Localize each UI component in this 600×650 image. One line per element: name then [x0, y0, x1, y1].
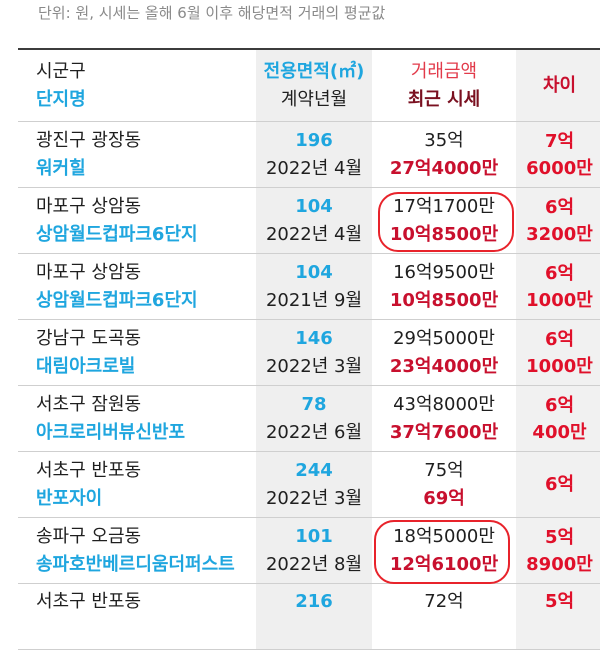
diff-1: 6억 — [544, 196, 575, 218]
complex-name: 상암월드컵파크6단지 — [36, 289, 198, 311]
district: 광진구 광장동 — [36, 129, 142, 151]
header-diff: 차이 — [516, 50, 600, 121]
diff-2: 1000만 — [526, 355, 593, 377]
header-area-contract: 전용면적(㎡) 계약년월 — [256, 50, 372, 121]
diff-2: 8900만 — [526, 553, 593, 575]
deal-price: 16억9500만 — [393, 261, 495, 283]
header-price: 거래금액 — [410, 60, 478, 82]
contract-date: 2021년 9월 — [265, 289, 363, 311]
deal-price: 35억 — [424, 129, 464, 151]
deal-price: 18억5000만 — [393, 525, 495, 547]
header-price-recent: 거래금액 최근 시세 — [372, 50, 516, 121]
table-row: 마포구 상암동 상암월드컵파크6단지 104 2021년 9월 16억9500만… — [18, 254, 600, 320]
diff-2: 1000만 — [526, 289, 593, 311]
contract-date: 2022년 3월 — [265, 355, 363, 377]
diff-1: 6억 — [544, 262, 575, 284]
table-row: 서초구 반포동 반포자이 244 2022년 3월 75억 69억 6억 — [18, 452, 600, 518]
diff-1: 5억 — [544, 526, 575, 548]
recent-price: 69억 — [423, 487, 465, 509]
complex-name: 대림아크로빌 — [36, 355, 136, 377]
header-contract: 계약년월 — [280, 88, 348, 110]
area: 196 — [295, 129, 333, 151]
header-complex: 단지명 — [36, 88, 86, 110]
area: 101 — [295, 525, 333, 547]
deal-price: 75억 — [424, 459, 464, 481]
header-diff-label: 차이 — [542, 74, 577, 96]
contract-date: 2022년 4월 — [265, 223, 363, 245]
district: 강남구 도곡동 — [36, 327, 142, 349]
recent-price: 10억8500만 — [389, 289, 499, 311]
table-row: 마포구 상암동 상암월드컵파크6단지 104 2022년 4월 17억1700만… — [18, 188, 600, 254]
diff-1: 6억 — [544, 474, 575, 495]
diff-1: 5억 — [544, 591, 575, 612]
table-row: 강남구 도곡동 대림아크로빌 146 2022년 3월 29억5000만 23억… — [18, 320, 600, 386]
table-row: 송파구 오금동 송파호반베르디움더퍼스트 101 2022년 8월 18억500… — [18, 518, 600, 584]
district: 서초구 반포동 — [36, 459, 142, 481]
complex-name: 송파호반베르디움더퍼스트 — [36, 553, 235, 575]
area: 216 — [295, 591, 333, 612]
complex-name: 반포자이 — [36, 487, 103, 509]
diff-1: 6억 — [544, 328, 575, 350]
contract-date: 2022년 3월 — [265, 487, 363, 509]
recent-price: 10억8500만 — [389, 223, 499, 245]
table-row-partial: 서초구 반포동 216 72억 5억 — [18, 584, 600, 650]
contract-date: 2022년 6월 — [265, 421, 363, 443]
recent-price: 37억7600만 — [389, 421, 499, 443]
recent-price: 23억4000만 — [389, 355, 499, 377]
recent-price: 27억4000만 — [389, 157, 499, 179]
area: 104 — [295, 261, 333, 283]
area: 104 — [295, 195, 333, 217]
diff-2: 400만 — [532, 421, 587, 443]
table-header: 시군구 단지명 전용면적(㎡) 계약년월 거래금액 최근 시세 차이 — [18, 50, 600, 122]
unit-note: 단위: 원, 시세는 올해 6월 이후 해당면적 거래의 평균값 — [38, 4, 386, 22]
district: 서초구 반포동 — [36, 591, 142, 612]
header-recent: 최근 시세 — [407, 88, 481, 110]
header-area: 전용면적(㎡) — [263, 60, 365, 82]
complex-name: 상암월드컵파크6단지 — [36, 223, 198, 245]
table-row: 서초구 잠원동 아크로리버뷰신반포 78 2022년 6월 43억8000만 3… — [18, 386, 600, 452]
district: 마포구 상암동 — [36, 261, 142, 283]
diff-1: 6억 — [544, 394, 575, 416]
recent-price: 12억6100만 — [389, 553, 499, 575]
header-district-complex: 시군구 단지명 — [18, 50, 256, 121]
header-district: 시군구 — [36, 60, 86, 82]
table-row: 광진구 광장동 워커힐 196 2022년 4월 35억 27억4000만 7억… — [18, 122, 600, 188]
area: 78 — [301, 393, 327, 415]
diff-2: 6000만 — [526, 157, 593, 179]
area: 146 — [295, 327, 333, 349]
contract-date: 2022년 4월 — [265, 157, 363, 179]
district: 서초구 잠원동 — [36, 393, 142, 415]
district: 송파구 오금동 — [36, 525, 142, 547]
deal-price: 29억5000만 — [393, 327, 495, 349]
price-table: 시군구 단지명 전용면적(㎡) 계약년월 거래금액 최근 시세 차이 광진구 광… — [18, 50, 600, 650]
diff-2: 3200만 — [526, 223, 593, 245]
contract-date: 2022년 8월 — [265, 553, 363, 575]
diff-1: 7억 — [544, 130, 575, 152]
deal-price: 43억8000만 — [393, 393, 495, 415]
complex-name: 아크로리버뷰신반포 — [36, 421, 186, 443]
complex-name: 워커힐 — [36, 157, 86, 179]
deal-price: 17억1700만 — [393, 195, 495, 217]
area: 244 — [295, 459, 333, 481]
table-top-rule — [18, 48, 600, 50]
deal-price: 72억 — [424, 591, 464, 612]
district: 마포구 상암동 — [36, 195, 142, 217]
